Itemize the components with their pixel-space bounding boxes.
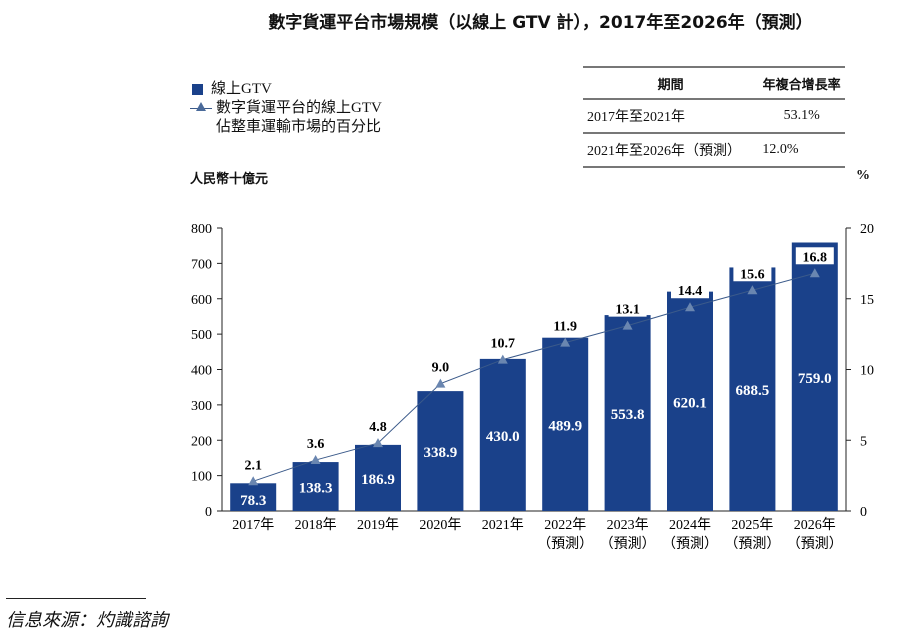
y-tick-label: 700 [191, 257, 212, 272]
bar [292, 462, 339, 511]
x-tick-label: （預測） [787, 536, 843, 552]
bar-value-label: 688.5 [736, 383, 770, 399]
bar-value-label: 138.3 [299, 481, 333, 497]
line-value-label: 3.6 [307, 437, 325, 452]
x-tick-label: 2020年 [419, 517, 461, 533]
x-tick-label: （預測） [600, 536, 656, 552]
bar-value-label: 759.0 [798, 371, 832, 387]
y2-tick-label: 0 [860, 505, 867, 520]
source-divider [6, 598, 146, 599]
bar-value-label: 430.0 [486, 429, 520, 445]
legend: 線上GTV 數字貨運平台的線上GTV 佔整車運輸市場的百分比 [190, 80, 382, 137]
x-tick-label: 2023年 [607, 517, 649, 533]
line-value-label: 13.1 [615, 303, 640, 318]
line-value-label: 4.8 [369, 420, 387, 435]
line-value-label: 2.1 [244, 458, 262, 473]
line-marker [248, 476, 259, 486]
line-marker [560, 337, 571, 347]
y2-tick-label: 5 [860, 434, 867, 449]
line-marker [747, 285, 758, 295]
bar-value-label: 78.3 [240, 493, 266, 509]
bar [791, 242, 838, 511]
line-label-bg [795, 247, 834, 265]
bar [729, 267, 776, 511]
bar-value-label: 186.9 [361, 472, 395, 488]
bar-value-label: 338.9 [424, 445, 458, 461]
legend-bar-label: 線上GTV [211, 81, 272, 97]
y2-tick-label: 15 [860, 293, 874, 308]
bar [542, 337, 589, 511]
x-tick-label: （預測） [662, 536, 718, 552]
y-axis-label: 人民幣十億元 [190, 172, 269, 187]
y-tick-label: 100 [191, 470, 212, 485]
triangle-line-icon [190, 99, 212, 118]
y-tick-label: 200 [191, 434, 212, 449]
line-marker [622, 320, 633, 330]
table-row: 2021年至2026年（預測） 12.0% [583, 133, 845, 168]
bar-value-label: 620.1 [673, 395, 707, 411]
y-tick-label: 400 [191, 364, 212, 379]
chart-title: 數字貨運平台市場規模（以線上 GTV 計），2017年至2026年（預測） [268, 13, 813, 33]
y-tick-label: 800 [191, 222, 212, 237]
header-period: 期間 [583, 66, 759, 100]
bar [479, 358, 526, 511]
y2-tick-label: 20 [860, 222, 874, 237]
y-tick-label: 300 [191, 399, 212, 414]
bar-value-label: 553.8 [611, 407, 645, 423]
y-tick-label: 0 [205, 505, 212, 520]
line-marker [685, 302, 695, 312]
x-tick-label: 2025年 [731, 517, 773, 533]
x-tick-label: 2024年 [669, 517, 711, 533]
line-value-label: 14.4 [678, 284, 703, 299]
header-cagr: 年複合增長率 [758, 66, 845, 100]
x-tick-label: 2021年 [482, 517, 524, 533]
x-tick-label: 2018年 [295, 517, 337, 533]
bar [667, 291, 713, 511]
y2-axis-label: % [856, 168, 870, 183]
x-tick-label: 2019年 [357, 517, 399, 533]
x-tick-label: 2022年 [544, 517, 586, 533]
line-value-label: 15.6 [740, 267, 765, 282]
bar [355, 444, 401, 511]
line-marker [435, 378, 446, 388]
bar-value-label: 489.9 [548, 418, 582, 434]
line-marker [497, 354, 508, 364]
line-label-bg [733, 264, 772, 282]
cagr-table: 期間 年複合增長率 2017年至2021年 53.1% 2021年至2026年（預測… [583, 66, 845, 168]
x-tick-label: （預測） [537, 536, 593, 552]
line-value-label: 10.7 [491, 337, 516, 352]
source-note: 信息來源：灼識諮詢 [6, 610, 168, 630]
legend-line: 數字貨運平台的線上GTV 佔整車運輸市場的百分比 [190, 99, 382, 137]
bar [230, 483, 277, 511]
legend-line-label: 數字貨運平台的線上GTV 佔整車運輸市場的百分比 [216, 100, 382, 135]
line-marker [809, 268, 820, 278]
y2-tick-label: 10 [860, 364, 874, 379]
x-tick-label: （預測） [724, 536, 780, 552]
bar-swatch-icon [192, 84, 203, 95]
line-label-bg [671, 281, 709, 299]
bar [604, 315, 651, 511]
table-row: 2017年至2021年 53.1% [583, 99, 845, 134]
line-label-bg [608, 299, 647, 317]
y-tick-label: 500 [191, 328, 212, 343]
legend-bar: 線上GTV [190, 80, 382, 99]
y-tick-label: 600 [191, 293, 212, 308]
x-tick-label: 2017年 [232, 517, 274, 533]
line-marker [373, 438, 383, 448]
line-marker [310, 455, 321, 465]
line-value-label: 16.8 [803, 250, 828, 265]
line-series [253, 272, 815, 482]
bar [417, 391, 464, 511]
line-value-label: 9.0 [432, 361, 450, 376]
x-tick-label: 2026年 [794, 517, 836, 533]
line-value-label: 11.9 [553, 320, 577, 335]
